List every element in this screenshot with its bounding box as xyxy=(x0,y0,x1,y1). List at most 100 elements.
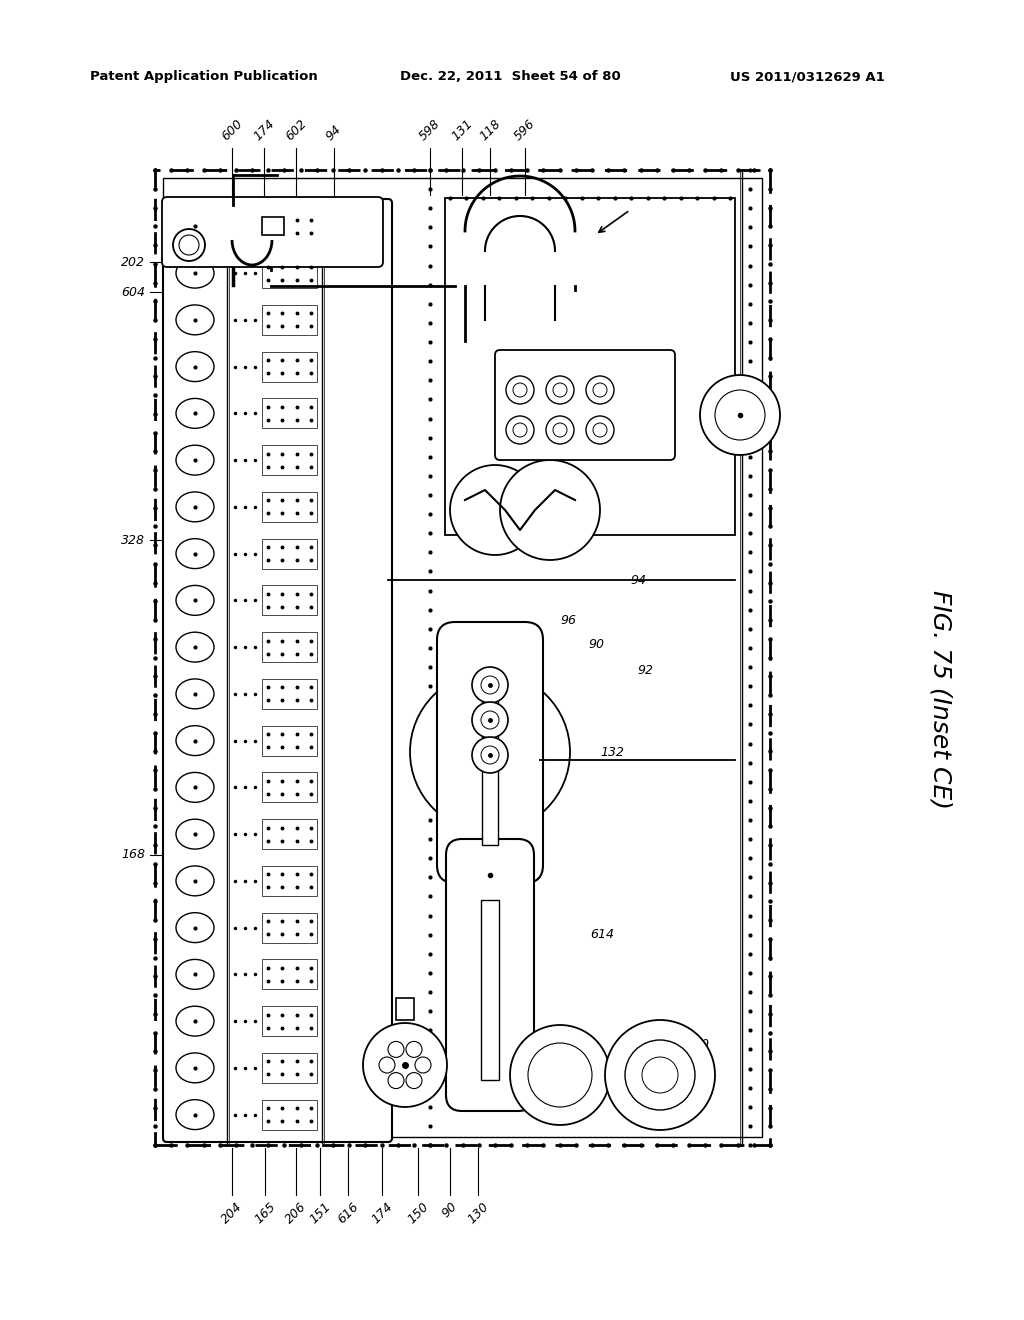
Circle shape xyxy=(586,376,614,404)
Ellipse shape xyxy=(176,772,214,803)
Ellipse shape xyxy=(176,259,214,288)
Circle shape xyxy=(406,1041,422,1057)
Circle shape xyxy=(506,416,534,444)
Bar xyxy=(262,678,317,709)
Bar xyxy=(262,211,317,242)
Bar xyxy=(262,351,317,381)
Text: 90: 90 xyxy=(588,639,604,652)
Ellipse shape xyxy=(176,912,214,942)
Text: 614: 614 xyxy=(590,928,614,941)
Text: 610: 610 xyxy=(685,1039,709,1052)
Bar xyxy=(262,866,317,896)
Ellipse shape xyxy=(176,866,214,896)
Circle shape xyxy=(715,389,765,440)
Circle shape xyxy=(500,459,600,560)
Bar xyxy=(262,1006,317,1036)
Circle shape xyxy=(553,422,567,437)
Text: 598: 598 xyxy=(417,117,443,143)
Bar xyxy=(262,1100,317,1130)
Text: Dec. 22, 2011  Sheet 54 of 80: Dec. 22, 2011 Sheet 54 of 80 xyxy=(400,70,621,83)
Text: Patent Application Publication: Patent Application Publication xyxy=(90,70,317,83)
Circle shape xyxy=(642,1057,678,1093)
FancyBboxPatch shape xyxy=(163,199,392,1142)
Text: 206: 206 xyxy=(283,1200,309,1226)
Text: US 2011/0312629 A1: US 2011/0312629 A1 xyxy=(730,70,885,83)
Text: 131: 131 xyxy=(449,117,475,143)
Circle shape xyxy=(605,1020,715,1130)
Circle shape xyxy=(510,1026,610,1125)
Circle shape xyxy=(410,672,570,832)
Bar xyxy=(262,539,317,569)
Circle shape xyxy=(593,383,607,397)
Text: 132: 132 xyxy=(600,746,624,759)
Ellipse shape xyxy=(176,820,214,849)
Circle shape xyxy=(472,702,508,738)
Bar xyxy=(262,912,317,942)
Ellipse shape xyxy=(176,492,214,521)
Circle shape xyxy=(173,228,205,261)
Text: 96: 96 xyxy=(560,614,575,627)
Circle shape xyxy=(553,383,567,397)
Bar xyxy=(262,259,317,288)
Ellipse shape xyxy=(176,399,214,428)
Bar xyxy=(481,900,499,1080)
Bar xyxy=(262,772,317,803)
Circle shape xyxy=(625,1040,695,1110)
Bar xyxy=(396,998,414,1020)
Ellipse shape xyxy=(176,726,214,755)
Bar xyxy=(262,305,317,335)
Ellipse shape xyxy=(176,211,214,242)
Bar xyxy=(262,726,317,755)
Text: 616: 616 xyxy=(335,1200,361,1226)
Circle shape xyxy=(593,422,607,437)
Bar xyxy=(262,492,317,521)
Circle shape xyxy=(179,235,199,255)
Text: 174: 174 xyxy=(251,117,278,143)
Ellipse shape xyxy=(176,678,214,709)
Circle shape xyxy=(513,422,527,437)
Text: 204: 204 xyxy=(219,1200,245,1226)
Text: 151: 151 xyxy=(307,1200,333,1226)
Ellipse shape xyxy=(176,1006,214,1036)
Text: 94: 94 xyxy=(324,123,344,143)
Bar xyxy=(482,671,498,845)
Ellipse shape xyxy=(176,539,214,569)
Circle shape xyxy=(362,1023,447,1107)
Text: 602: 602 xyxy=(283,117,309,143)
Circle shape xyxy=(472,737,508,774)
Circle shape xyxy=(481,711,499,729)
Text: 612: 612 xyxy=(620,1039,644,1052)
Text: 604: 604 xyxy=(121,285,145,298)
Circle shape xyxy=(546,376,574,404)
Circle shape xyxy=(546,416,574,444)
Circle shape xyxy=(506,376,534,404)
Ellipse shape xyxy=(176,445,214,475)
Circle shape xyxy=(700,375,780,455)
Circle shape xyxy=(388,1041,404,1057)
Circle shape xyxy=(481,676,499,694)
Ellipse shape xyxy=(176,351,214,381)
Circle shape xyxy=(450,465,540,554)
Text: 94: 94 xyxy=(630,573,646,586)
Bar xyxy=(262,632,317,663)
Text: 165: 165 xyxy=(252,1200,279,1226)
Bar xyxy=(262,216,284,235)
FancyBboxPatch shape xyxy=(495,350,675,459)
Circle shape xyxy=(481,746,499,764)
Text: 92: 92 xyxy=(637,664,653,676)
Bar xyxy=(155,170,770,1144)
Text: 150: 150 xyxy=(404,1200,431,1226)
Bar xyxy=(262,1053,317,1082)
Ellipse shape xyxy=(176,1053,214,1082)
Bar xyxy=(262,820,317,849)
Ellipse shape xyxy=(176,1100,214,1130)
Circle shape xyxy=(472,667,508,704)
Circle shape xyxy=(388,1073,404,1089)
Text: 202: 202 xyxy=(121,256,145,268)
Circle shape xyxy=(406,1073,422,1089)
Text: 596: 596 xyxy=(512,117,538,143)
Ellipse shape xyxy=(176,586,214,615)
Bar xyxy=(262,445,317,475)
Bar xyxy=(262,960,317,989)
FancyBboxPatch shape xyxy=(437,622,543,883)
